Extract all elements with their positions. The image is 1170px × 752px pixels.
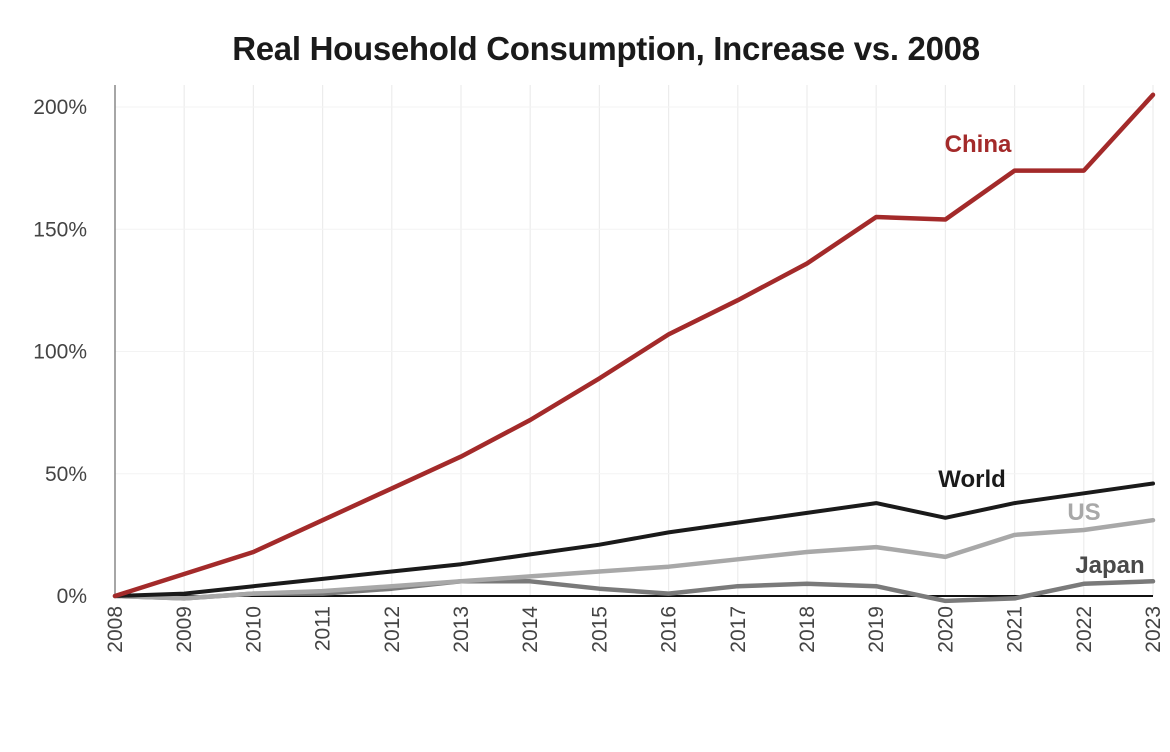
x-tick-label: 2016 bbox=[658, 606, 681, 653]
x-tick-label: 2014 bbox=[519, 606, 542, 653]
x-tick-label: 2010 bbox=[242, 606, 265, 653]
x-tick-label: 2011 bbox=[312, 606, 335, 651]
y-tick-label: 0% bbox=[57, 585, 87, 608]
y-tick-label: 50% bbox=[45, 463, 87, 486]
x-tick-label: 2009 bbox=[173, 606, 196, 653]
series-label-japan: Japan bbox=[1075, 552, 1144, 579]
series-lines bbox=[112, 92, 1156, 604]
x-tick-label: 2018 bbox=[796, 606, 819, 653]
x-tick-label: 2012 bbox=[381, 606, 404, 653]
series-line-us bbox=[112, 517, 1156, 601]
series-label-us: US bbox=[1067, 499, 1100, 526]
x-tick-label: 2021 bbox=[1004, 606, 1027, 653]
x-tick-label: 2015 bbox=[588, 606, 611, 653]
x-tick-label: 2019 bbox=[865, 606, 888, 653]
y-tick-label: 150% bbox=[33, 218, 87, 241]
x-tick-label: 2022 bbox=[1073, 606, 1096, 653]
series-line-china bbox=[112, 92, 1156, 599]
chart-title: Real Household Consumption, Increase vs.… bbox=[232, 30, 980, 67]
series-label-china: China bbox=[945, 131, 1012, 158]
y-tick-labels: 0% 50% 100% 150% 200% bbox=[33, 96, 87, 608]
x-tick-label: 2020 bbox=[934, 606, 957, 653]
series-label-world: World bbox=[938, 466, 1006, 493]
x-tick-label: 2013 bbox=[450, 606, 473, 653]
y-tick-label: 100% bbox=[33, 341, 87, 364]
x-tick-label: 2023 bbox=[1142, 606, 1165, 653]
y-tick-label: 200% bbox=[33, 96, 87, 119]
series-line-world bbox=[113, 481, 1155, 598]
gridlines bbox=[115, 85, 1154, 596]
axes bbox=[114, 85, 1153, 597]
x-tick-labels: 2008 2009 2010 2011 2012 2013 2014 2015 2016 2017… bbox=[104, 606, 1165, 653]
series-labels: China World US Japan bbox=[938, 131, 1144, 579]
x-tick-label: 2008 bbox=[104, 606, 127, 653]
x-tick-label: 2017 bbox=[727, 606, 750, 653]
